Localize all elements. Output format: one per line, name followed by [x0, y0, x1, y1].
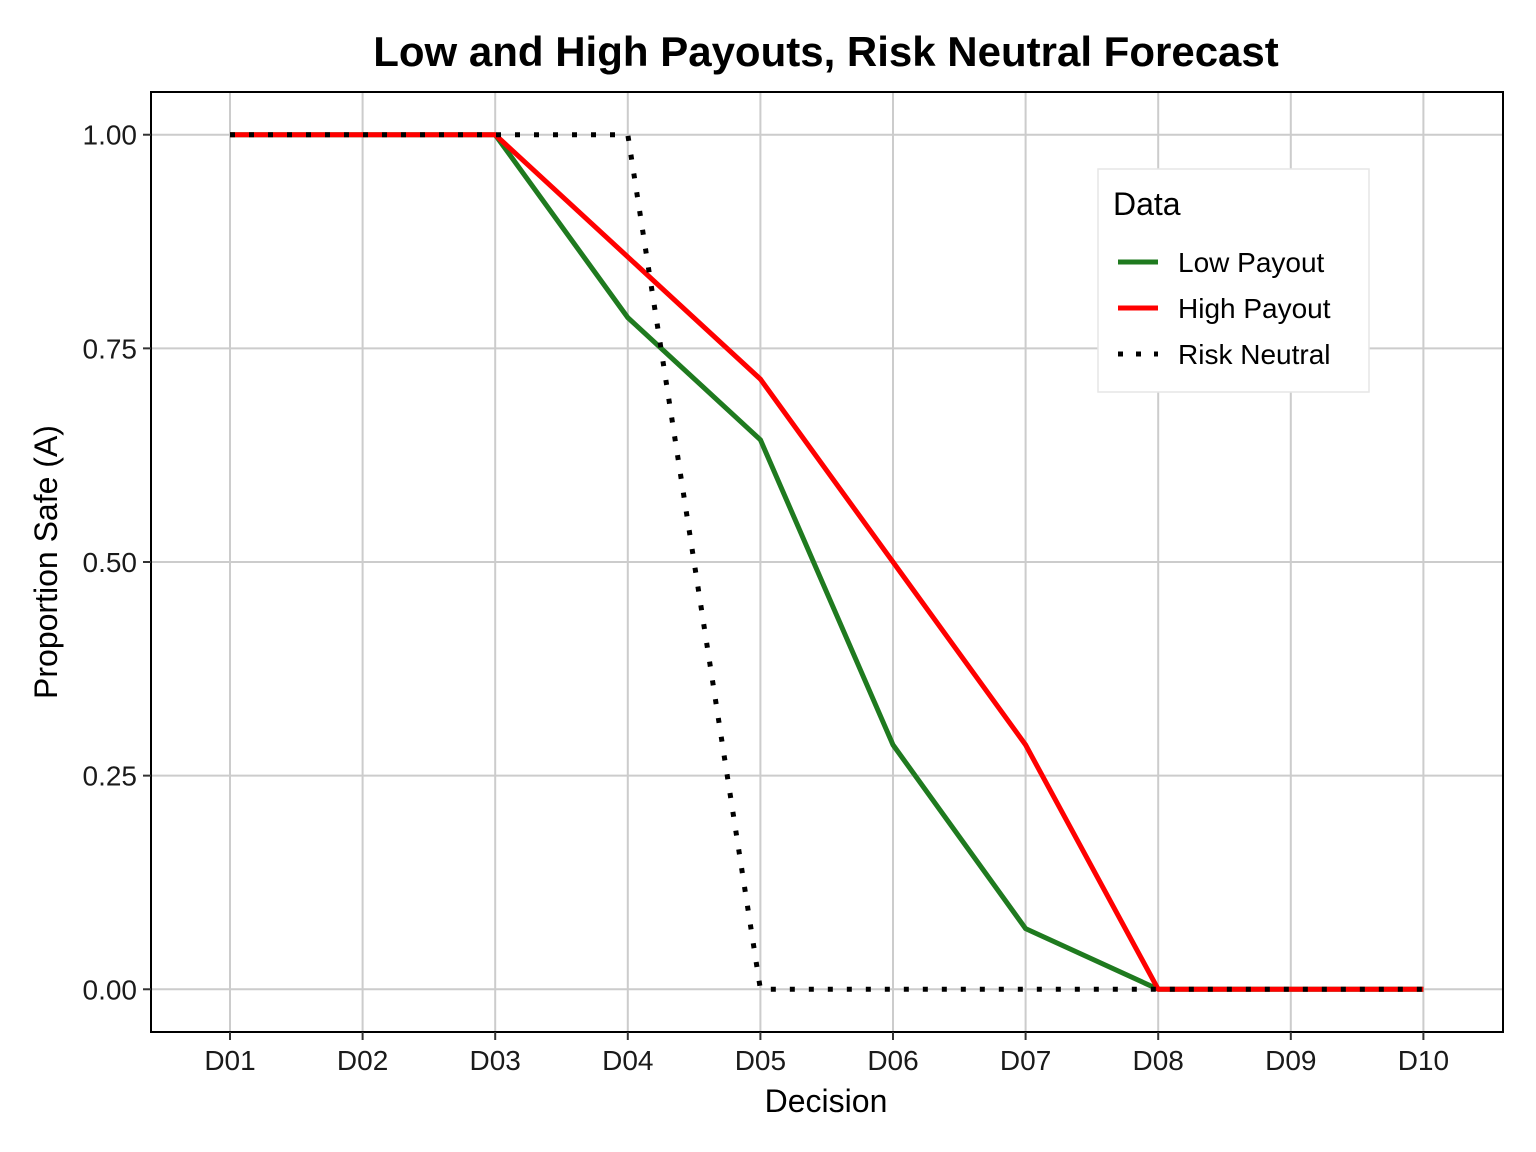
x-tick-label: D05 — [735, 1045, 786, 1076]
x-tick-label: D02 — [337, 1045, 388, 1076]
x-tick-label: D01 — [204, 1045, 255, 1076]
y-tick-label: 0.00 — [83, 974, 138, 1005]
x-tick-label: D03 — [470, 1045, 521, 1076]
y-tick-label: 0.25 — [83, 761, 138, 792]
y-axis-title: Proportion Safe (A) — [28, 425, 64, 699]
y-tick-label: 0.50 — [83, 547, 138, 578]
legend-title: Data — [1113, 186, 1181, 222]
x-tick-label: D10 — [1398, 1045, 1449, 1076]
x-axis-ticks: D01 D02 D03 D04 D05 D06 D07 D08 D09 D10 — [204, 1032, 1449, 1076]
x-axis-title: Decision — [765, 1083, 888, 1119]
y-axis-ticks: 0.00 0.25 0.50 0.75 1.00 — [83, 120, 151, 1005]
legend-items: Low Payout High Payout Risk Neutral — [1118, 247, 1331, 370]
series-line-high-payout — [230, 132, 1424, 992]
legend-label: High Payout — [1178, 293, 1331, 324]
x-tick-label: D06 — [867, 1045, 918, 1076]
legend-label: Low Payout — [1178, 247, 1325, 278]
y-tick-label: 1.00 — [83, 120, 138, 151]
legend-label: Risk Neutral — [1178, 339, 1330, 370]
x-tick-label: D09 — [1265, 1045, 1316, 1076]
x-tick-label: D07 — [1000, 1045, 1051, 1076]
legend: Data Low Payout High Payout Risk Neutral — [1097, 168, 1370, 393]
x-tick-label: D08 — [1133, 1045, 1184, 1076]
series-lines — [230, 132, 1424, 992]
legend-box — [1097, 168, 1370, 393]
x-tick-label: D04 — [602, 1045, 653, 1076]
chart-title: Low and High Payouts, Risk Neutral Forec… — [373, 28, 1279, 75]
y-tick-label: 0.75 — [83, 333, 138, 364]
